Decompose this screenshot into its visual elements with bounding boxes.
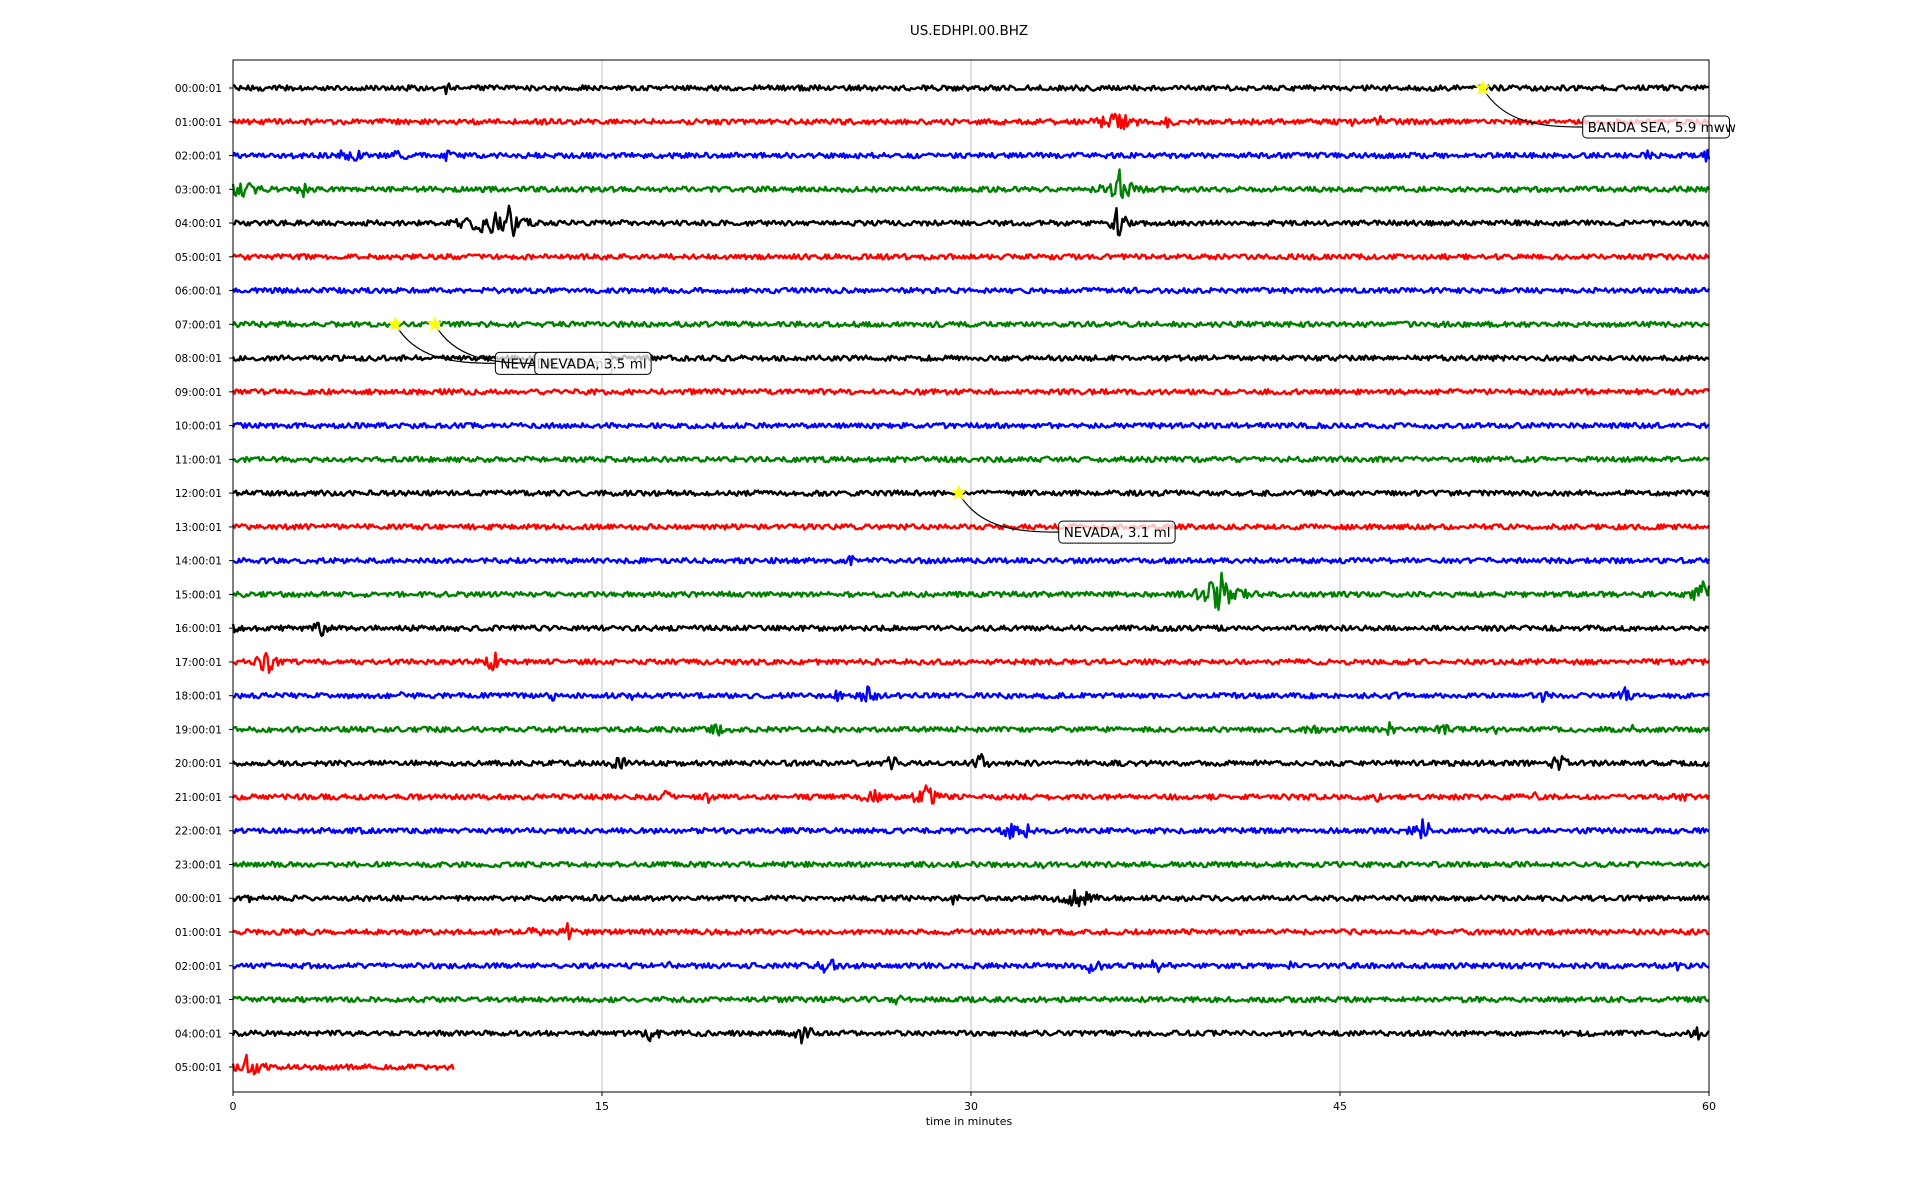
event-connector	[958, 492, 1059, 533]
y-tick-label: 00:00:01	[175, 83, 222, 95]
y-tick-label: 22:00:01	[175, 826, 222, 838]
trace-row	[231, 320, 1710, 329]
y-tick-label: 17:00:01	[175, 657, 222, 669]
trace-row	[232, 958, 1710, 974]
trace-row	[231, 888, 1711, 908]
chart-title: US.EDHPI.00.BHZ	[910, 23, 1028, 39]
trace-row	[231, 1053, 455, 1076]
y-tick-label: 04:00:01	[175, 1028, 222, 1040]
trace-row	[231, 621, 1710, 637]
trace-row	[232, 922, 1709, 941]
trace-row	[232, 204, 1710, 238]
y-tick-label: 16:00:01	[175, 623, 222, 635]
trace-row	[231, 753, 1711, 771]
y-tick-label: 12:00:01	[175, 488, 222, 500]
trace-row	[231, 112, 1710, 131]
x-tick-label: 45	[1333, 1100, 1347, 1113]
x-tick-label: 60	[1702, 1100, 1716, 1113]
y-tick-label: 05:00:01	[175, 252, 222, 264]
trace-row	[233, 82, 1710, 96]
event-connector	[1482, 87, 1583, 128]
x-axis-label: time in minutes	[926, 1115, 1013, 1128]
trace-row	[232, 455, 1710, 464]
trace-row	[231, 388, 1710, 396]
event-label-box	[1582, 115, 1730, 139]
trace-row	[232, 994, 1710, 1006]
trace-row	[232, 721, 1711, 737]
trace-row	[231, 168, 1711, 199]
y-tick-label: 04:00:01	[175, 218, 222, 230]
event-connector	[434, 324, 535, 364]
y-tick-label: 01:00:01	[175, 117, 222, 129]
y-tick-label: 08:00:01	[175, 353, 222, 365]
y-tick-label: 13:00:01	[175, 522, 222, 534]
trace-row	[232, 571, 1711, 611]
trace-row	[232, 554, 1711, 567]
trace-row	[232, 651, 1710, 674]
y-tick-label: 03:00:01	[175, 995, 222, 1007]
y-tick-label: 06:00:01	[175, 286, 222, 298]
trace-row	[231, 148, 1711, 163]
y-tick-label: 11:00:01	[175, 454, 222, 466]
y-tick-label: 23:00:01	[175, 859, 222, 871]
y-tick-label: 03:00:01	[175, 184, 222, 196]
grid-lines	[601, 60, 1341, 1092]
y-tick-label: 07:00:01	[175, 319, 222, 331]
trace-row	[231, 523, 1711, 531]
trace-row	[232, 489, 1711, 497]
event-label: NEVADA, 3.5 ml	[540, 356, 647, 372]
trace-row	[232, 685, 1710, 704]
event-label-box	[1058, 520, 1176, 544]
trace-row	[231, 421, 1710, 430]
event-connector	[394, 324, 496, 364]
event-label: NEVADA, 3.1 ml	[1064, 525, 1171, 541]
trace-row	[231, 860, 1710, 870]
trace-row	[231, 1026, 1710, 1045]
event-marker-star	[1474, 79, 1491, 95]
y-tick-label: 21:00:01	[175, 792, 222, 804]
event-marker-star	[950, 484, 967, 500]
y-tick-label: 18:00:01	[175, 691, 222, 703]
y-tick-label: 02:00:01	[175, 961, 222, 973]
y-tick-label: 01:00:01	[175, 927, 222, 939]
y-tick-label: 15:00:01	[175, 589, 222, 601]
event-marker-star	[426, 315, 443, 332]
y-tick-label: 20:00:01	[175, 758, 222, 770]
x-axis-ticks: 0 15 30 45 60	[230, 1092, 1716, 1113]
event-label: BANDA SEA, 5.9 mww	[1588, 120, 1736, 136]
seismic-traces	[231, 82, 1711, 1076]
trace-row	[232, 818, 1710, 840]
x-tick-label: 0	[230, 1100, 237, 1113]
event-marker-star	[387, 315, 404, 332]
y-tick-label: 14:00:01	[175, 556, 222, 568]
x-tick-label: 30	[964, 1100, 978, 1113]
trace-row	[231, 286, 1711, 295]
x-tick-label: 15	[595, 1100, 609, 1113]
y-tick-labels: 00:00:01 01:00:01 02:00:01 03:00:01 04:00:01…	[175, 83, 233, 1074]
trace-row	[231, 784, 1711, 805]
y-tick-label: 05:00:01	[175, 1062, 222, 1074]
event-label-box	[534, 351, 652, 375]
y-tick-label: 10:00:01	[175, 421, 222, 433]
trace-row	[232, 253, 1710, 261]
y-tick-label: 09:00:01	[175, 387, 222, 399]
trace-row	[231, 354, 1710, 362]
y-tick-label: 00:00:01	[175, 893, 222, 905]
y-tick-label: 19:00:01	[175, 724, 222, 736]
y-tick-label: 02:00:01	[175, 151, 222, 163]
